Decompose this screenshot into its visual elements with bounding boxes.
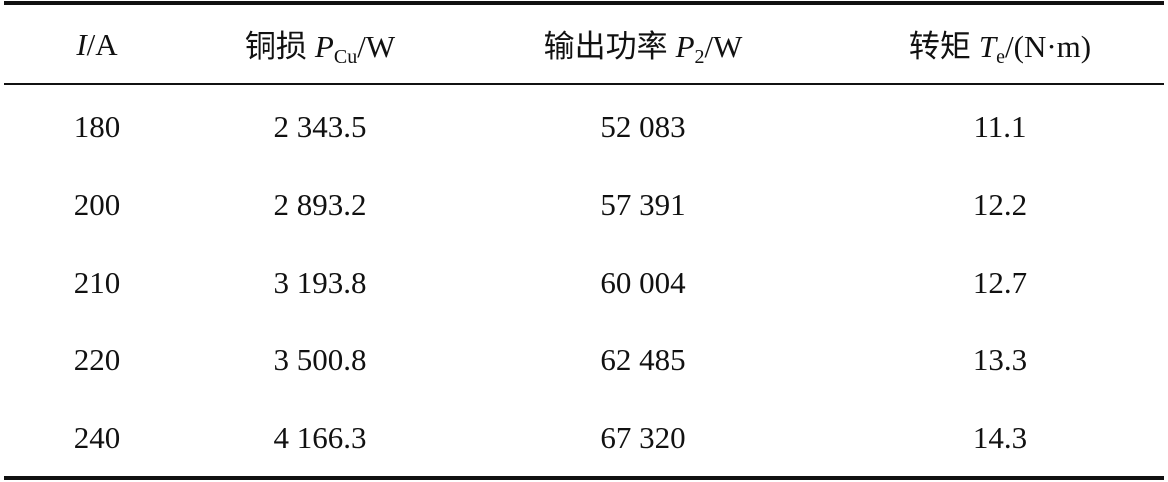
top-rule bbox=[4, 1, 1164, 5]
table-cell: 2 893.2 bbox=[273, 187, 367, 222]
header-sub: e bbox=[996, 46, 1006, 68]
bottom-rule bbox=[4, 476, 1164, 480]
table-cell: 11.1 bbox=[973, 109, 1027, 144]
header-cell: 输出功率 P2/W bbox=[544, 21, 743, 69]
header-name: 转矩 bbox=[908, 29, 971, 64]
table-cell: 2 343.5 bbox=[273, 109, 367, 144]
table-cell: 52 083 bbox=[600, 109, 686, 144]
table-cell: 67 320 bbox=[600, 420, 686, 455]
header-symbol: T bbox=[978, 29, 997, 64]
table-cell: 4 166.3 bbox=[273, 420, 367, 455]
header-unit: /A bbox=[86, 27, 118, 62]
table-cell: 14.3 bbox=[972, 420, 1028, 455]
header-name: 铜损 bbox=[244, 29, 307, 64]
header-cell: I/A bbox=[76, 27, 117, 63]
table-cell: 13.3 bbox=[972, 342, 1028, 377]
table-cell: 3 193.8 bbox=[273, 265, 367, 300]
table-cell: 60 004 bbox=[600, 265, 686, 300]
header-unit: /W bbox=[704, 29, 743, 64]
header-cell: 铜损 PCu/W bbox=[245, 21, 395, 69]
header-unit: /W bbox=[357, 29, 396, 64]
header-rule bbox=[4, 83, 1164, 85]
header-sub: 2 bbox=[694, 46, 705, 68]
table-cell: 3 500.8 bbox=[273, 342, 367, 377]
table-cell: 12.7 bbox=[972, 265, 1028, 300]
table-cell: 12.2 bbox=[972, 187, 1028, 222]
table-cell: 57 391 bbox=[600, 187, 686, 222]
header-symbol: P bbox=[675, 29, 695, 64]
header-unit: /(N·m) bbox=[1005, 29, 1092, 64]
header-name: 输出功率 bbox=[543, 29, 668, 64]
table-cell: 200 bbox=[73, 187, 121, 222]
header-symbol: P bbox=[314, 29, 334, 64]
table-cell: 220 bbox=[73, 342, 121, 377]
table-cell: 62 485 bbox=[600, 342, 686, 377]
table-cell: 210 bbox=[73, 265, 121, 300]
table-cell: 240 bbox=[73, 420, 121, 455]
header-cell: 转矩 Te/(N·m) bbox=[909, 21, 1091, 69]
header-sub: Cu bbox=[333, 46, 358, 68]
table-cell: 180 bbox=[73, 109, 121, 144]
header-symbol: I bbox=[76, 27, 87, 62]
